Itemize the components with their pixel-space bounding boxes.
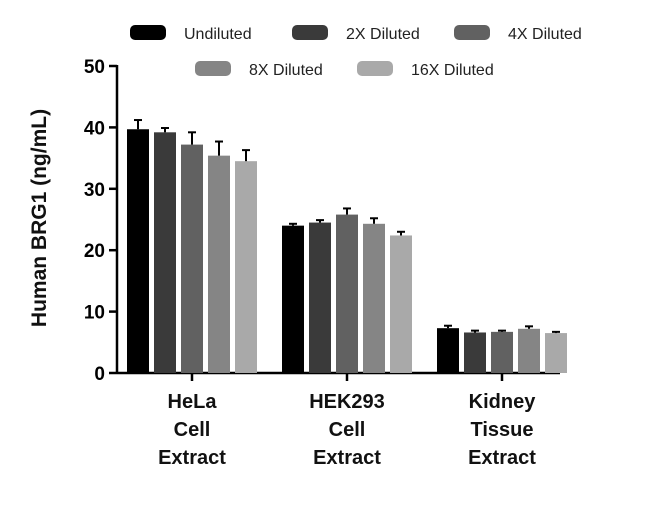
category-label: Kidney (469, 391, 537, 413)
bar (545, 333, 567, 373)
bar (464, 332, 486, 373)
bar (491, 331, 513, 373)
y-tick-label: 40 (84, 118, 105, 139)
bar (309, 222, 331, 373)
bar (127, 129, 149, 373)
y-tick-label: 50 (84, 57, 105, 78)
y-tick-label: 10 (84, 303, 105, 324)
category-label: Extract (158, 447, 226, 469)
error-bars (134, 119, 560, 334)
bar (154, 132, 176, 373)
category-label: Extract (313, 447, 381, 469)
bar (181, 144, 203, 373)
y-axis: 0 10 20 30 40 50 (84, 57, 119, 385)
bar (235, 161, 257, 373)
category-label: Extract (468, 447, 536, 469)
legend-label: 2X Diluted (346, 26, 420, 43)
legend-label: 8X Diluted (249, 62, 323, 79)
legend-swatch (357, 61, 393, 76)
y-tick-label: 0 (94, 364, 105, 385)
bar (437, 328, 459, 373)
legend-swatch (130, 25, 166, 40)
legend: Undiluted 2X Diluted 4X Diluted 8X Diluted 1… (130, 25, 582, 79)
category-label: HEK293 (309, 391, 385, 413)
y-tick-label: 30 (84, 180, 105, 201)
legend-swatch (454, 25, 490, 40)
bar (336, 214, 358, 373)
bar (390, 235, 412, 373)
legend-label: 4X Diluted (508, 26, 582, 43)
category-label: Tissue (471, 419, 534, 441)
x-axis (117, 371, 560, 381)
y-tick-label: 20 (84, 241, 105, 262)
category-label: Cell (329, 419, 366, 441)
legend-label: Undiluted (184, 26, 252, 43)
legend-label: 16X Diluted (411, 62, 494, 79)
y-axis-title: Human BRG1 (ng/mL) (28, 109, 51, 327)
category-label: Cell (174, 419, 211, 441)
category-label: HeLa (168, 391, 218, 413)
bar (282, 225, 304, 373)
legend-swatch (292, 25, 328, 40)
bar (363, 223, 385, 373)
bar (518, 328, 540, 373)
bar (208, 155, 230, 373)
bars (127, 129, 567, 373)
legend-swatch (195, 61, 231, 76)
category-labels: HeLa Cell Extract HEK293 Cell Extract Kidney Ti… (158, 391, 536, 469)
